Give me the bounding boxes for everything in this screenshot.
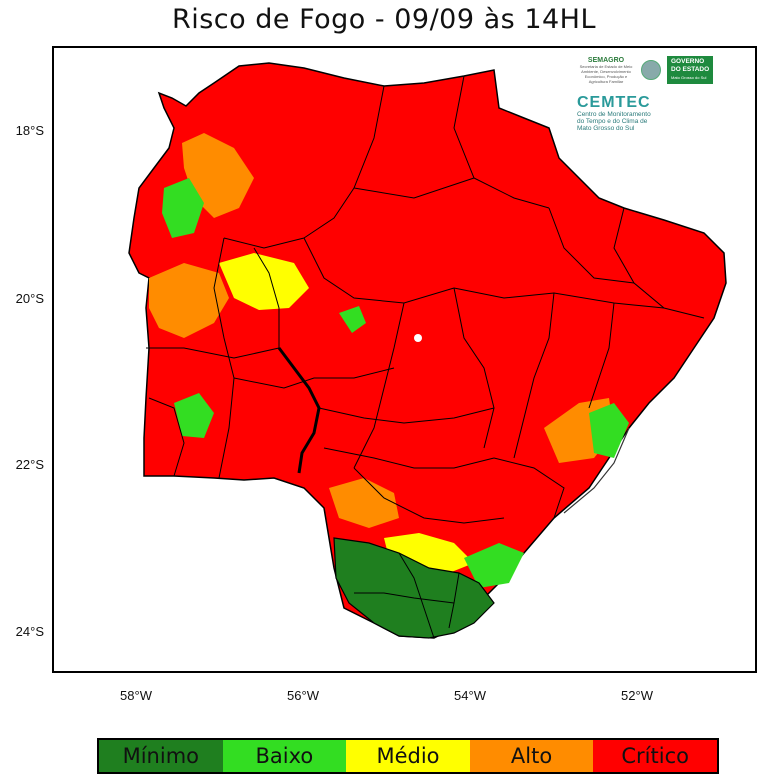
logos-block: SEMAGRO Secretaria de Estado de Meio Amb… [577,56,727,132]
area-alto-w [149,263,229,338]
area-baixo-e [589,403,629,458]
governo-logo: GOVERNO DO ESTADO Mato Grosso do Sul [667,56,714,84]
lake-marker [414,334,422,342]
legend-item-medio: Médio [346,740,470,772]
state-map [128,62,727,639]
legend-item-critico: Crítico [593,740,717,772]
y-tick-22s: 22°S [15,457,44,472]
y-tick-24s: 24°S [15,624,44,639]
legend-item-alto: Alto [469,740,594,772]
legend-item-minimo: Mínimo [99,740,223,772]
map-frame: SEMAGRO Secretaria de Estado de Meio Amb… [52,46,757,673]
x-tick-56w: 56°W [287,688,319,703]
x-tick-52w: 52°W [621,688,653,703]
area-baixo-se [464,543,524,588]
legend-item-baixo: Baixo [222,740,347,772]
legend-bar: Mínimo Baixo Médio Alto Crítico [97,738,719,774]
area-minimo-south [333,537,495,639]
state-seal-icon [641,60,661,80]
cemtec-subtitle: Centro de Monitoramento do Tempo e do Cl… [577,111,651,132]
x-tick-54w: 54°W [454,688,486,703]
x-tick-58w: 58°W [120,688,152,703]
area-baixo-c [339,306,366,333]
area-baixo-w [174,393,214,438]
y-tick-20s: 20°S [15,291,44,306]
map-title: Risco de Fogo - 09/09 às 14HL [171,4,597,35]
area-baixo-nw [162,178,204,238]
area-alto-s [329,478,399,528]
y-tick-18s: 18°S [15,123,44,138]
east-river-line [563,427,630,514]
municipal-boundaries [146,75,705,639]
area-medio-w [219,253,309,310]
semagro-logo: SEMAGRO Secretaria de Estado de Meio Amb… [579,56,633,84]
cemtec-logo: CEMTEC [577,94,651,111]
